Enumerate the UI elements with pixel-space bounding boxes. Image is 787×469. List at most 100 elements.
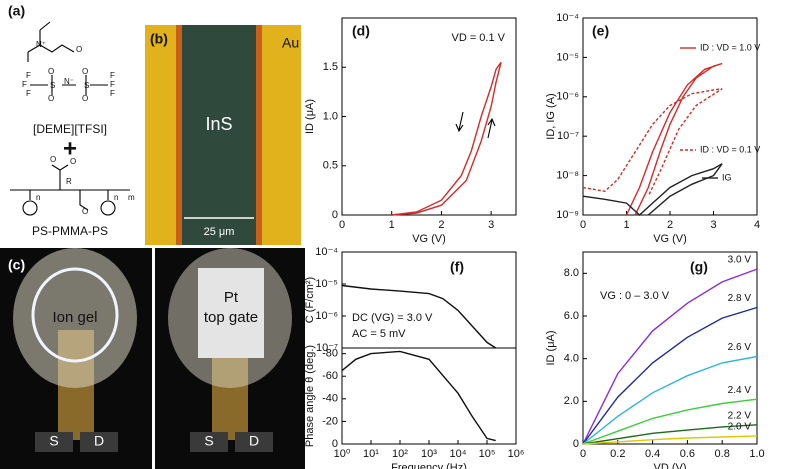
y-axis-label: ID (μA): [545, 330, 557, 365]
series-label: 2.4 V: [728, 385, 752, 396]
figure: (a) N⁺ O F O N⁻ O F F S S F O O F F [DEM…: [0, 0, 787, 469]
y-tick-label: 0: [332, 209, 338, 221]
y-tick-label: 1.0: [323, 110, 338, 122]
x-tick-label: 10⁴: [450, 448, 467, 460]
electrode-label: Au: [282, 35, 299, 51]
series-label: 2.6 V: [728, 342, 752, 353]
x-tick-label: 0: [339, 219, 345, 231]
annotation: VG : 0 – 3.0 V: [600, 290, 670, 302]
panel-label: (a): [8, 3, 25, 19]
pad-label: D: [249, 433, 259, 449]
atom: n: [36, 193, 40, 202]
x-tick-label: 1: [389, 219, 395, 231]
x-tick-label: 0.2: [610, 448, 625, 460]
plot-frame: [342, 348, 516, 444]
series-label: 2.8 V: [728, 293, 752, 304]
panel-label: (d): [352, 23, 370, 39]
y-tick-label: 10⁻⁶: [556, 91, 579, 103]
x-tick-label: 1: [623, 219, 629, 231]
atom: n: [114, 193, 118, 202]
atom: F: [110, 71, 115, 80]
data-line: [583, 164, 722, 215]
atom: O: [76, 45, 82, 54]
annotation: DC (VG) = 3.0 V: [352, 312, 433, 324]
pad-label: S: [49, 433, 58, 449]
atom: S: [50, 81, 55, 90]
bond: [28, 22, 74, 62]
x-axis-label: Frequency (Hz): [391, 462, 467, 469]
atom: m: [128, 193, 135, 202]
x-tick-label: 1.0: [749, 448, 764, 460]
x-axis-label: VG (V): [412, 233, 446, 245]
atom: O: [70, 157, 76, 166]
x-tick-label: 0.4: [645, 448, 660, 460]
caption: Pt: [224, 289, 239, 306]
atom: O: [82, 67, 88, 76]
x-tick-label: 10²: [392, 448, 408, 460]
atom: R: [66, 177, 72, 186]
atom: O: [82, 94, 88, 103]
annotation: AC = 5 mV: [352, 328, 406, 340]
x-tick-label: 10⁵: [479, 448, 496, 460]
bond: [10, 165, 130, 210]
x-axis-label: VD (V): [654, 462, 687, 469]
atom: O: [50, 155, 56, 164]
y-tick-label: 10⁻⁸: [556, 170, 579, 182]
y-tick-label: 10⁻⁷: [557, 130, 579, 142]
x-tick-label: 10⁶: [508, 448, 525, 460]
scale-bar-label: 25 μm: [204, 226, 235, 238]
atom: O: [48, 67, 54, 76]
panel-c: (c) Ion gel Pt top gate S D S D: [0, 248, 305, 469]
panel-label: (b): [150, 31, 168, 47]
x-axis-label: VG (V): [653, 233, 687, 245]
atom: F: [22, 80, 27, 89]
compound-name: PS-PMMA-PS: [32, 224, 108, 238]
y-tick-label: 1.5: [323, 61, 338, 73]
channel: [182, 25, 256, 245]
plot-frame: [342, 18, 516, 215]
panel-a: (a) N⁺ O F O N⁻ O F F S S F O O F F [DEM…: [8, 3, 135, 238]
panel-label: (e): [592, 23, 609, 39]
legend-label: IG: [722, 172, 732, 182]
series-label: 2.2 V: [728, 410, 752, 421]
y-tick-label: 2.0: [564, 395, 579, 407]
y-axis-label: C (F/cm²): [304, 277, 316, 323]
atom: F: [26, 89, 31, 98]
y-axis-label: ID, IG (A): [545, 93, 557, 139]
x-tick-label: 3: [488, 219, 494, 231]
y-axis-label: ID (μA): [304, 99, 316, 134]
y-tick-label: 0.5: [323, 160, 338, 172]
caption: top gate: [204, 309, 258, 326]
atom: O: [82, 207, 88, 216]
pad-label: S: [204, 433, 213, 449]
y-tick-label: 10⁻⁵: [315, 278, 338, 290]
x-tick-label: 0.8: [715, 448, 730, 460]
caption: Ion gel: [52, 309, 97, 326]
x-tick-label: 2: [438, 219, 444, 231]
x-tick-label: 2: [667, 219, 673, 231]
x-tick-label: 0: [580, 219, 586, 231]
y-tick-label: 8.0: [564, 267, 579, 279]
legend-label: ID : VD = 1.0 V: [700, 42, 760, 52]
y-tick-label: -60: [322, 370, 338, 382]
sweep-arrow: [488, 119, 495, 138]
annotation: VD = 0.1 V: [451, 32, 505, 44]
y-tick-label: -40: [322, 393, 338, 405]
atom: O: [48, 94, 54, 103]
atom: S: [84, 81, 89, 90]
series-label: 2.0 V: [728, 422, 752, 433]
x-tick-label: 4: [754, 219, 760, 231]
y-axis-label: Phase angle θ (deg.): [304, 345, 316, 447]
panel-label: (c): [8, 257, 25, 273]
x-tick-label: 10³: [421, 448, 437, 460]
channel-label: InS: [205, 114, 232, 134]
atom: N⁺: [36, 40, 46, 49]
y-tick-label: -80: [322, 348, 338, 360]
y-tick-label: 0: [332, 438, 338, 450]
panel-label: (f): [450, 259, 464, 275]
ring: [101, 201, 115, 215]
x-tick-label: 0.6: [680, 448, 695, 460]
atom: F: [110, 89, 115, 98]
y-tick-label: 10⁻⁶: [315, 310, 338, 322]
atom: F: [26, 71, 31, 80]
